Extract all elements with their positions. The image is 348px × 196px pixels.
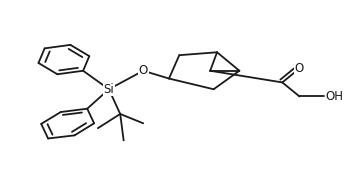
Text: Si: Si — [103, 83, 114, 96]
Text: O: O — [139, 64, 148, 77]
Text: O: O — [295, 62, 304, 75]
Text: OH: OH — [325, 90, 343, 103]
